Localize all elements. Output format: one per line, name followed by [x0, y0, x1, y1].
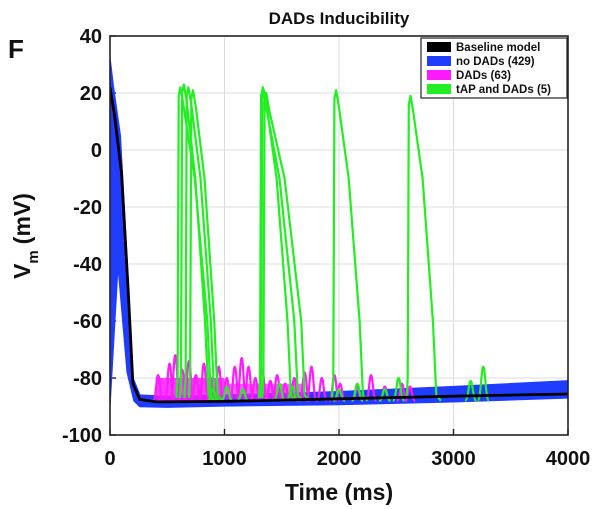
series-dads-line	[364, 374, 378, 402]
series-tap-line	[285, 385, 299, 402]
legend-label: no DADs (429)	[456, 56, 535, 68]
series-tap-line	[220, 385, 234, 402]
y-tick-label: 0	[91, 140, 102, 162]
series-tap-line	[236, 388, 249, 402]
x-tick-label: 4000	[546, 448, 591, 470]
legend-swatch	[427, 42, 451, 52]
y-tick-label: -40	[73, 254, 102, 276]
series-tap-line	[175, 86, 217, 402]
y-axis-ticks: -100 -80 -60 -40 -20 0 20 40	[62, 26, 116, 447]
series-tap-line	[405, 94, 442, 402]
y-tick-label: -60	[73, 311, 102, 333]
series-dads-line	[305, 365, 318, 402]
y-axis-label-unit: (mV)	[9, 193, 35, 244]
legend-label: Baseline model	[456, 42, 540, 54]
legend-swatch	[427, 70, 451, 80]
y-tick-label: -80	[73, 368, 102, 390]
series-tap-line	[261, 91, 311, 402]
series-dads-line	[315, 376, 329, 402]
series-layer	[110, 58, 568, 408]
y-tick-label: -20	[73, 197, 102, 219]
x-axis-ticks: 0 1000 2000 3000 4000	[104, 429, 590, 470]
y-tick-label: -100	[62, 425, 102, 447]
series-dads-line	[270, 374, 284, 402]
series-tap-line	[273, 382, 286, 402]
x-axis-label: Time (ms)	[285, 479, 393, 505]
x-tick-label: 1000	[202, 448, 247, 470]
series-dads-line	[169, 354, 182, 402]
series-tap-line	[258, 89, 297, 402]
series-dads-line	[182, 359, 196, 402]
series-tap-line	[206, 388, 220, 402]
legend-swatch	[427, 56, 451, 66]
series-dads-line	[151, 374, 165, 402]
legend-label: DADs (63)	[456, 70, 511, 82]
chart-title: DADs Inducibility	[269, 9, 410, 28]
series-dads-line	[197, 362, 211, 402]
y-tick-label: 40	[80, 26, 102, 48]
series-tap-line	[476, 365, 491, 402]
legend-swatch	[427, 84, 451, 94]
panel-letter: F	[8, 34, 24, 64]
x-tick-label: 0	[104, 448, 115, 470]
plot-frame	[109, 35, 569, 436]
x-tick-label: 2000	[317, 448, 362, 470]
y-axis-label-sub: m	[25, 250, 42, 263]
series-tap-line	[331, 89, 369, 402]
y-tick-label: 20	[80, 83, 102, 105]
y-axis-label-main: V	[9, 263, 35, 279]
y-axis-label: Vm (mV)	[9, 193, 42, 279]
legend: Baseline model no DADs (429) DADs (63) tAP …	[420, 37, 568, 99]
series-tap-line	[187, 89, 224, 402]
legend-label: tAP and DADs (5)	[456, 84, 551, 96]
series-baseline-line	[110, 87, 568, 404]
series-dads-line	[189, 374, 203, 402]
x-tick-label: 3000	[431, 448, 476, 470]
